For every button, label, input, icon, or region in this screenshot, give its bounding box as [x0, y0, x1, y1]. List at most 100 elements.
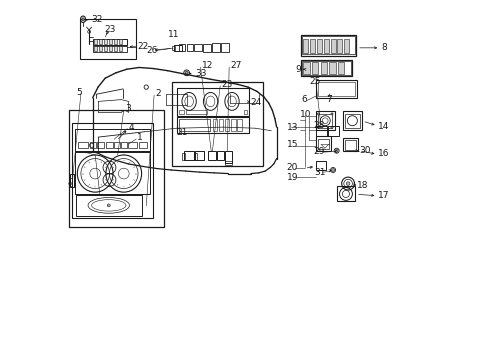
- Text: 8: 8: [380, 43, 386, 52]
- Bar: [302, 61, 350, 75]
- Bar: [212, 43, 220, 52]
- Text: 12: 12: [201, 61, 213, 70]
- Bar: [185, 110, 206, 114]
- Bar: [172, 82, 263, 166]
- Bar: [70, 174, 74, 187]
- Bar: [328, 63, 335, 74]
- Bar: [323, 39, 328, 53]
- Bar: [344, 39, 348, 53]
- Bar: [121, 143, 126, 148]
- Bar: [75, 152, 149, 194]
- Text: 32: 32: [91, 15, 103, 24]
- Bar: [172, 46, 175, 50]
- Bar: [203, 44, 211, 52]
- Bar: [216, 152, 224, 160]
- Bar: [244, 110, 247, 114]
- Bar: [182, 153, 184, 159]
- Bar: [80, 19, 135, 59]
- Bar: [194, 44, 201, 51]
- Text: 25: 25: [309, 77, 320, 86]
- Bar: [186, 44, 193, 51]
- Bar: [309, 39, 315, 53]
- Ellipse shape: [330, 126, 332, 129]
- Bar: [225, 119, 229, 131]
- Bar: [78, 143, 88, 148]
- Bar: [93, 46, 126, 52]
- Bar: [315, 161, 325, 170]
- Text: 9: 9: [295, 65, 301, 74]
- Text: 27: 27: [230, 61, 241, 70]
- Bar: [337, 39, 342, 53]
- Bar: [316, 39, 322, 53]
- Bar: [93, 39, 126, 45]
- Bar: [128, 143, 137, 148]
- Bar: [179, 110, 183, 114]
- Bar: [345, 113, 359, 128]
- Text: 6: 6: [301, 95, 307, 104]
- Text: 26: 26: [146, 46, 157, 55]
- Text: 4: 4: [128, 123, 134, 132]
- Bar: [328, 126, 339, 136]
- Ellipse shape: [317, 126, 319, 129]
- Bar: [103, 46, 107, 51]
- Bar: [119, 46, 122, 51]
- Bar: [317, 139, 328, 149]
- Bar: [311, 63, 318, 74]
- Bar: [320, 63, 326, 74]
- Ellipse shape: [330, 113, 332, 115]
- Ellipse shape: [317, 113, 319, 115]
- Text: 3: 3: [124, 104, 130, 113]
- Text: 10: 10: [299, 111, 310, 120]
- Bar: [315, 136, 330, 151]
- Bar: [207, 152, 216, 160]
- Bar: [300, 60, 351, 76]
- Bar: [224, 152, 231, 163]
- Text: 16: 16: [377, 149, 389, 158]
- Text: 17: 17: [377, 190, 389, 199]
- Bar: [69, 110, 164, 227]
- Bar: [193, 153, 196, 159]
- Bar: [343, 138, 357, 152]
- Bar: [302, 36, 354, 54]
- Text: 5: 5: [77, 88, 82, 97]
- Bar: [337, 63, 344, 74]
- Bar: [114, 46, 117, 51]
- Text: 23: 23: [221, 80, 232, 89]
- Bar: [303, 39, 308, 53]
- Bar: [344, 140, 356, 150]
- Bar: [94, 39, 97, 44]
- Ellipse shape: [107, 204, 110, 207]
- Ellipse shape: [346, 182, 349, 185]
- Bar: [72, 123, 152, 217]
- Text: 11: 11: [167, 30, 179, 39]
- Ellipse shape: [335, 149, 337, 152]
- Bar: [75, 129, 149, 152]
- Bar: [69, 178, 71, 186]
- Bar: [315, 80, 356, 98]
- Bar: [219, 119, 223, 131]
- Bar: [179, 119, 209, 131]
- Text: 33: 33: [195, 69, 206, 78]
- Bar: [114, 39, 117, 44]
- Bar: [108, 46, 112, 51]
- Bar: [99, 46, 102, 51]
- Ellipse shape: [331, 168, 334, 171]
- Bar: [237, 119, 241, 131]
- Text: 18: 18: [356, 181, 368, 190]
- Bar: [317, 82, 354, 96]
- Text: 1: 1: [137, 133, 143, 142]
- Text: 31: 31: [313, 168, 325, 177]
- Bar: [108, 39, 112, 44]
- Ellipse shape: [185, 71, 188, 74]
- Text: 28: 28: [313, 121, 325, 130]
- Bar: [315, 126, 326, 136]
- Text: 19: 19: [286, 173, 298, 182]
- Bar: [106, 143, 113, 148]
- Bar: [99, 39, 102, 44]
- Bar: [224, 161, 231, 165]
- Text: 21: 21: [176, 129, 187, 138]
- Bar: [177, 117, 248, 133]
- Bar: [221, 43, 229, 52]
- Bar: [179, 44, 185, 51]
- Text: 29: 29: [313, 147, 325, 156]
